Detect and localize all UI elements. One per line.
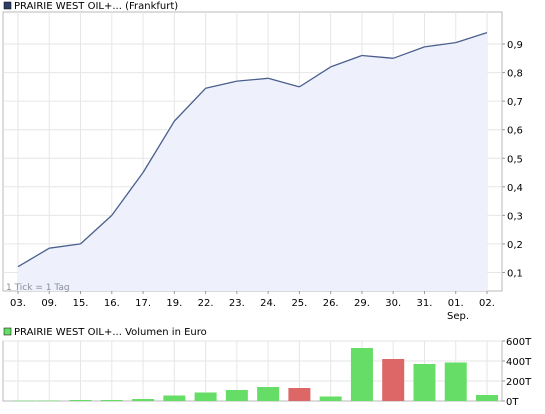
price-line-segment [205, 80, 238, 89]
volume-bar [69, 400, 92, 401]
price-line-segment [173, 87, 207, 122]
volume-bar [13, 400, 35, 402]
price-line-segment [424, 41, 456, 48]
price-x-axis: 03. 09. 15. 16. 17. 19. 22. 23. 24. 25. 26. 29. 30. 3… [10, 291, 495, 309]
price-line-segment [142, 120, 175, 173]
price-area-fill [18, 32, 487, 291]
price-y-tick-label: 0,3 [507, 211, 523, 222]
volume-bar [476, 395, 498, 401]
volume-bar [257, 387, 280, 401]
volume-y-axis: 0T 200T 400T 600T [502, 337, 532, 408]
price-y-tick-label: 0,2 [507, 240, 523, 251]
volume-bar [288, 388, 311, 401]
volume-y-tick-label: 600T [506, 337, 532, 348]
price-line-segment [299, 66, 332, 88]
volume-bar [413, 364, 436, 401]
volume-bar [194, 392, 217, 401]
price-line-segment [267, 77, 300, 88]
price-x-tick-label: 02. [479, 298, 495, 309]
price-line-segment [111, 172, 144, 216]
volume-bars [13, 348, 498, 402]
price-line-segment [17, 247, 50, 268]
price-y-axis: 0,1 0,2 0,3 0,4 0,5 0,6 0,7 0,8 0,9 [502, 40, 523, 279]
volume-bar [38, 400, 61, 401]
price-x-tick-label: 09. [41, 298, 57, 309]
price-x-tick-label: 15. [73, 298, 89, 309]
price-x-tick-label: 17. [135, 298, 151, 309]
price-line-segment [392, 46, 425, 59]
month-label: Sep. [447, 311, 469, 322]
price-x-tick-label: 26. [323, 298, 339, 309]
price-line-segment [330, 54, 363, 68]
price-legend-swatch [3, 1, 12, 10]
volume-bar [163, 395, 186, 401]
price-y-tick-label: 0,6 [507, 126, 523, 137]
price-x-tick-label: 23. [229, 298, 245, 309]
price-x-tick-label: 25. [291, 298, 307, 309]
price-y-tick-label: 0,1 [507, 268, 523, 279]
price-x-tick-label: 01. [448, 298, 464, 309]
volume-y-tick-label: 200T [506, 377, 532, 388]
volume-bar [319, 396, 342, 401]
price-x-tick-label: 29. [354, 298, 370, 309]
volume-y-tick-label: 0T [506, 397, 519, 408]
price-x-tick-label: 24. [260, 298, 276, 309]
volume-bar [350, 348, 373, 401]
volume-bar [132, 399, 155, 401]
price-x-tick-label: 03. [10, 298, 26, 309]
volume-legend-swatch [3, 327, 12, 336]
price-x-tick-label: 19. [166, 298, 182, 309]
volume-bar [100, 400, 123, 401]
volume-legend-label: PRAIRIE WEST OIL+... Volumen in Euro [14, 327, 207, 338]
price-y-tick-label: 0,4 [507, 183, 523, 194]
price-line-segment [236, 77, 269, 82]
price-y-tick-label: 0,7 [507, 97, 523, 108]
volume-bar [444, 362, 467, 401]
price-line-segment [361, 54, 394, 59]
price-line-segment [80, 214, 113, 245]
volume-y-tick-label: 400T [506, 357, 532, 368]
volume-bar [225, 390, 248, 401]
price-line-segment [455, 32, 488, 44]
price-line [17, 32, 488, 268]
price-legend-label: PRAIRIE WEST OIL+... (Frankfurt) [14, 1, 178, 12]
price-x-tick-label: 22. [198, 298, 214, 309]
price-x-tick-label: 16. [104, 298, 120, 309]
price-x-tick-label: 30. [385, 298, 401, 309]
price-y-tick-label: 0,5 [507, 154, 523, 165]
volume-bar [382, 359, 405, 401]
price-x-tick-label: 31. [417, 298, 433, 309]
tick-note: 1 Tick = 1 Tag [6, 283, 70, 293]
price-line-segment [49, 243, 81, 249]
price-y-tick-label: 0,9 [507, 40, 523, 51]
price-y-tick-label: 0,8 [507, 69, 523, 80]
